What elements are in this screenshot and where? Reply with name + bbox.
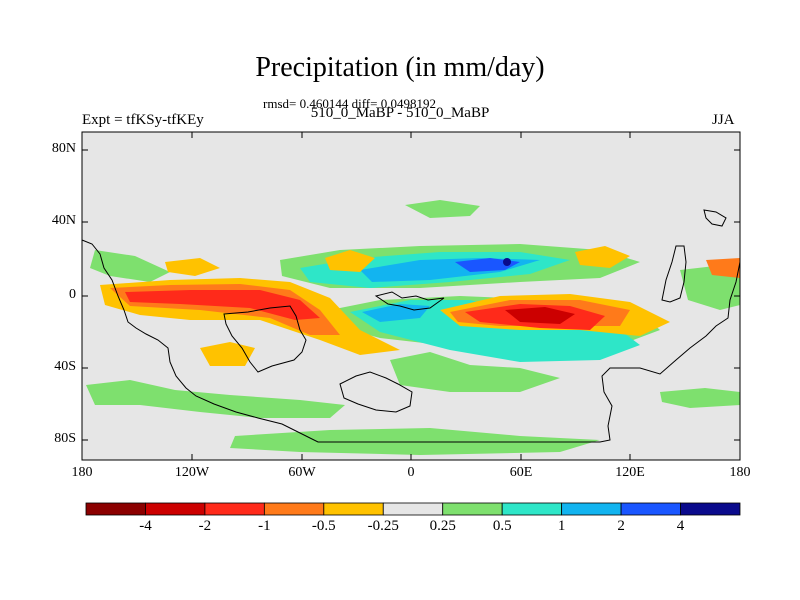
colorbar-label: 0.5 — [492, 518, 512, 534]
stats-line: rmsd= 0.460144 diff= 0.0498192 — [263, 96, 436, 111]
plot-title: Precipitation (in mm/day) — [255, 52, 545, 83]
colorbar-label: -0.5 — [311, 518, 336, 534]
season-label: JJA — [712, 112, 735, 128]
colorbar-label: -1 — [258, 518, 271, 534]
lon-label-0: 0 — [407, 465, 415, 480]
anomaly-positive-core-south — [362, 304, 430, 322]
colorbar-box — [85, 502, 146, 516]
lon-label-120e: 120E — [615, 465, 645, 480]
lat-label-0: 0 — [69, 287, 76, 302]
coastline-central — [374, 291, 445, 311]
colorbar-box — [442, 502, 503, 516]
anomaly-negative-north-indian — [575, 246, 630, 268]
colorbar-box — [680, 502, 741, 516]
coastline-northeast — [703, 209, 727, 227]
colorbar-label: 4 — [676, 518, 685, 534]
coastlines — [81, 209, 741, 443]
axis-ticks — [82, 132, 740, 460]
experiment-label: Expt = tfKSy-tfKEy — [82, 112, 204, 128]
coastline-africa — [223, 305, 307, 373]
coastline-americas — [81, 239, 741, 443]
anomaly-positive-south-indian — [390, 352, 560, 392]
coastline-east-block — [661, 245, 687, 303]
lon-label-60w: 60W — [288, 465, 316, 480]
colorbar-box — [620, 502, 681, 516]
colorbar-label: 2 — [617, 518, 625, 534]
anomaly-negative-north-pacific — [165, 258, 220, 276]
lat-label-40n: 40N — [51, 213, 76, 228]
anomaly-positive-southeast — [660, 388, 740, 408]
lat-label-40s: 40S — [54, 359, 76, 374]
anomaly-positive-south-pacific — [86, 380, 345, 418]
colorbar — [85, 502, 741, 516]
lon-label-180e: 180 — [729, 465, 751, 480]
anomaly-positive-far-east — [680, 266, 740, 310]
colorbar-label: 1 — [557, 518, 566, 534]
anomaly-negative-east — [706, 258, 740, 278]
colorbar-label: 0.25 — [429, 518, 456, 534]
anomaly-negative-indian-max — [505, 307, 575, 324]
anomaly-positive-north-atlantic — [405, 200, 480, 218]
colorbar-box — [323, 502, 384, 516]
colorbar-label: -0.25 — [367, 518, 399, 534]
colorbar-label: -4 — [139, 518, 152, 534]
anomaly-positive-south-tropics — [350, 300, 640, 362]
lat-label-80n: 80N — [51, 141, 76, 156]
lat-label-80s: 80S — [54, 431, 76, 446]
colorbar-box — [145, 502, 206, 516]
anomaly-negative-mid-atlantic — [325, 250, 375, 272]
anomaly-positive-peak-dot — [503, 258, 511, 266]
colorbar-box — [204, 502, 265, 516]
anomaly-negative-south-pacific — [200, 342, 255, 366]
lon-label-180w: 180 — [71, 465, 93, 480]
lon-label-60e: 60E — [509, 465, 533, 480]
anomaly-positive-northeast-pacific — [90, 250, 170, 282]
lon-label-120w: 120W — [174, 465, 210, 480]
anomaly-negative-pacific-peak — [125, 290, 320, 320]
plot-subtitle: 510_0_MaBP - 510_0_MaBP — [310, 105, 490, 121]
coastline-island-south — [339, 371, 413, 413]
colorbar-box — [263, 502, 325, 516]
colorbar-box — [382, 502, 444, 516]
colorbar-box — [561, 502, 622, 516]
colorbar-label: -2 — [198, 518, 212, 534]
colorbar-box — [501, 502, 563, 516]
